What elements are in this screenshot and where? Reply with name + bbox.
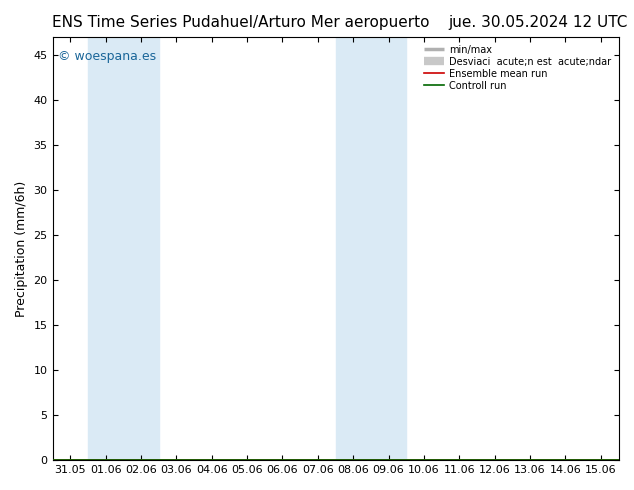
Text: ENS Time Series Pudahuel/Arturo Mer aeropuerto: ENS Time Series Pudahuel/Arturo Mer aero… <box>52 15 430 30</box>
Text: © woespana.es: © woespana.es <box>58 50 157 63</box>
Legend: min/max, Desviaci  acute;n est  acute;ndar, Ensemble mean run, Controll run: min/max, Desviaci acute;n est acute;ndar… <box>422 42 614 94</box>
Bar <box>335 37 406 460</box>
Y-axis label: Precipitation (mm/6h): Precipitation (mm/6h) <box>15 180 28 317</box>
Text: jue. 30.05.2024 12 UTC: jue. 30.05.2024 12 UTC <box>448 15 628 30</box>
Bar <box>88 37 158 460</box>
